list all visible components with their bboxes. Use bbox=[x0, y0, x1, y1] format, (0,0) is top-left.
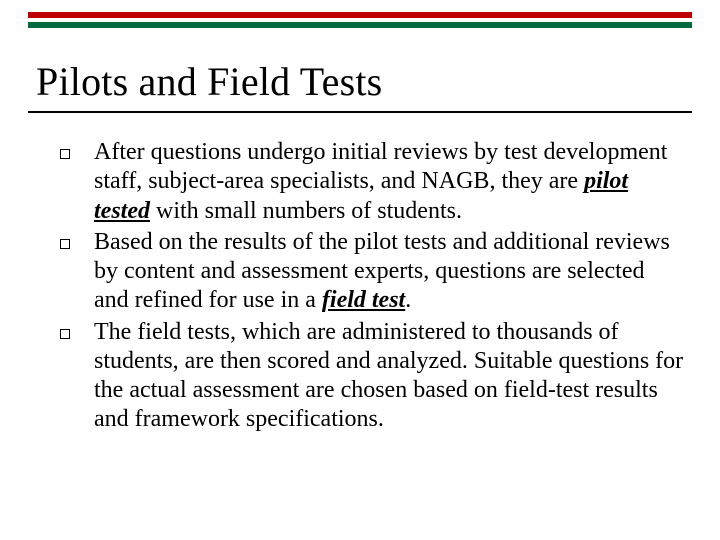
bullet-keyword: field test bbox=[322, 287, 405, 313]
list-item: After questions undergo initial reviews … bbox=[60, 138, 684, 226]
bullet-post: with small numbers of students. bbox=[150, 198, 462, 224]
bullet-text: After questions undergo initial reviews … bbox=[94, 138, 684, 226]
bullet-text: The field tests, which are administered … bbox=[94, 318, 684, 435]
top-accent-bars bbox=[28, 12, 692, 28]
list-item: The field tests, which are administered … bbox=[60, 318, 684, 435]
title-underline bbox=[28, 111, 692, 113]
accent-bar-bottom bbox=[28, 22, 692, 28]
square-bullet-icon bbox=[60, 149, 70, 159]
list-item: Based on the results of the pilot tests … bbox=[60, 228, 684, 316]
slide-title: Pilots and Field Tests bbox=[36, 58, 382, 105]
square-bullet-icon bbox=[60, 329, 70, 339]
slide-body: After questions undergo initial reviews … bbox=[60, 138, 684, 437]
square-bullet-icon bbox=[60, 239, 70, 249]
slide: Pilots and Field Tests After questions u… bbox=[0, 0, 720, 540]
bullet-text: Based on the results of the pilot tests … bbox=[94, 228, 684, 316]
bullet-pre: After questions undergo initial reviews … bbox=[94, 139, 667, 194]
bullet-post: . bbox=[405, 287, 411, 313]
bullet-pre: The field tests, which are administered … bbox=[94, 319, 683, 433]
